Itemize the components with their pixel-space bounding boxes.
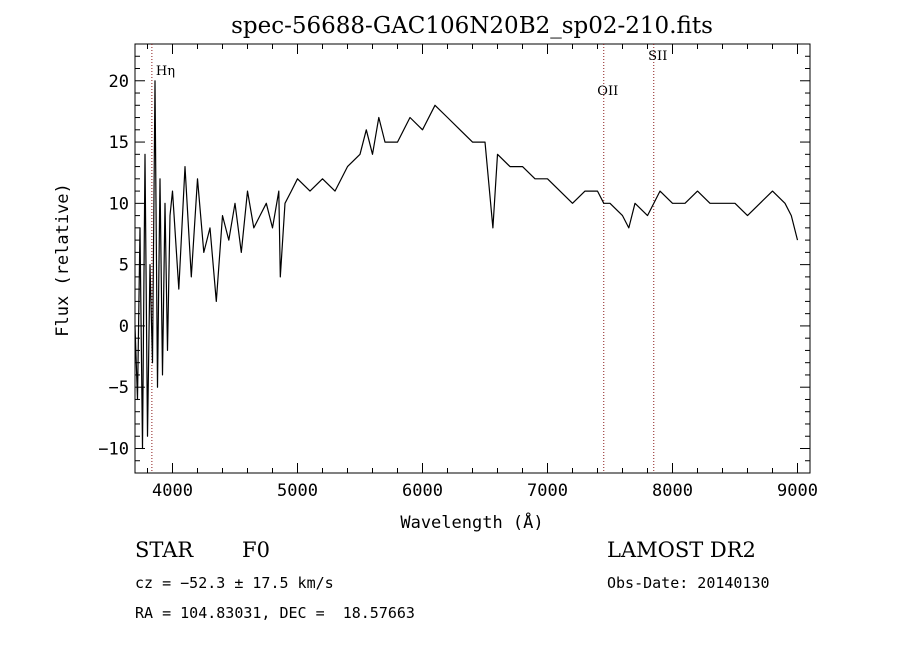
spectrum-line: [134, 80, 799, 450]
y-tick-label: 15: [109, 133, 129, 153]
object-subclass: F0: [242, 538, 270, 562]
x-tick-label: 8000: [652, 481, 693, 501]
chart-title: spec-56688-GAC106N20B2_sp02-210.fits: [231, 13, 713, 39]
y-tick-label: 5: [119, 256, 129, 276]
plot-frame: [134, 43, 811, 474]
y-tick-label: −10: [98, 439, 129, 459]
object-class: STAR: [135, 538, 194, 562]
y-tick-label: 0: [119, 317, 129, 337]
plot-area: 4000 5000 6000 7000 8000 9000 −10 −5 0 5 10 15 20 Hη O…: [98, 43, 818, 501]
redshift-text: cz = −52.3 ± 17.5 km/s: [135, 574, 334, 592]
x-axis-label: Wavelength (Å): [400, 511, 543, 533]
marker-label: Hη: [156, 64, 175, 79]
marker-label: OII: [597, 84, 618, 99]
x-tick-label: 4000: [152, 481, 193, 501]
y-tick-label: 20: [109, 72, 129, 92]
marker-label: SII: [648, 49, 667, 64]
x-tick-label: 9000: [777, 481, 818, 501]
obs-date-text: Obs-Date: 20140130: [607, 574, 770, 592]
survey-name: LAMOST DR2: [607, 538, 756, 562]
y-axis-label: Flux (relative): [53, 183, 73, 337]
x-tick-label: 5000: [277, 481, 318, 501]
coordinates-text: RA = 104.83031, DEC = 18.57663: [135, 604, 415, 622]
y-tick-label: −5: [109, 378, 129, 398]
y-tick-label: 10: [109, 194, 129, 214]
x-tick-label: 6000: [402, 481, 443, 501]
x-tick-label: 7000: [527, 481, 568, 501]
